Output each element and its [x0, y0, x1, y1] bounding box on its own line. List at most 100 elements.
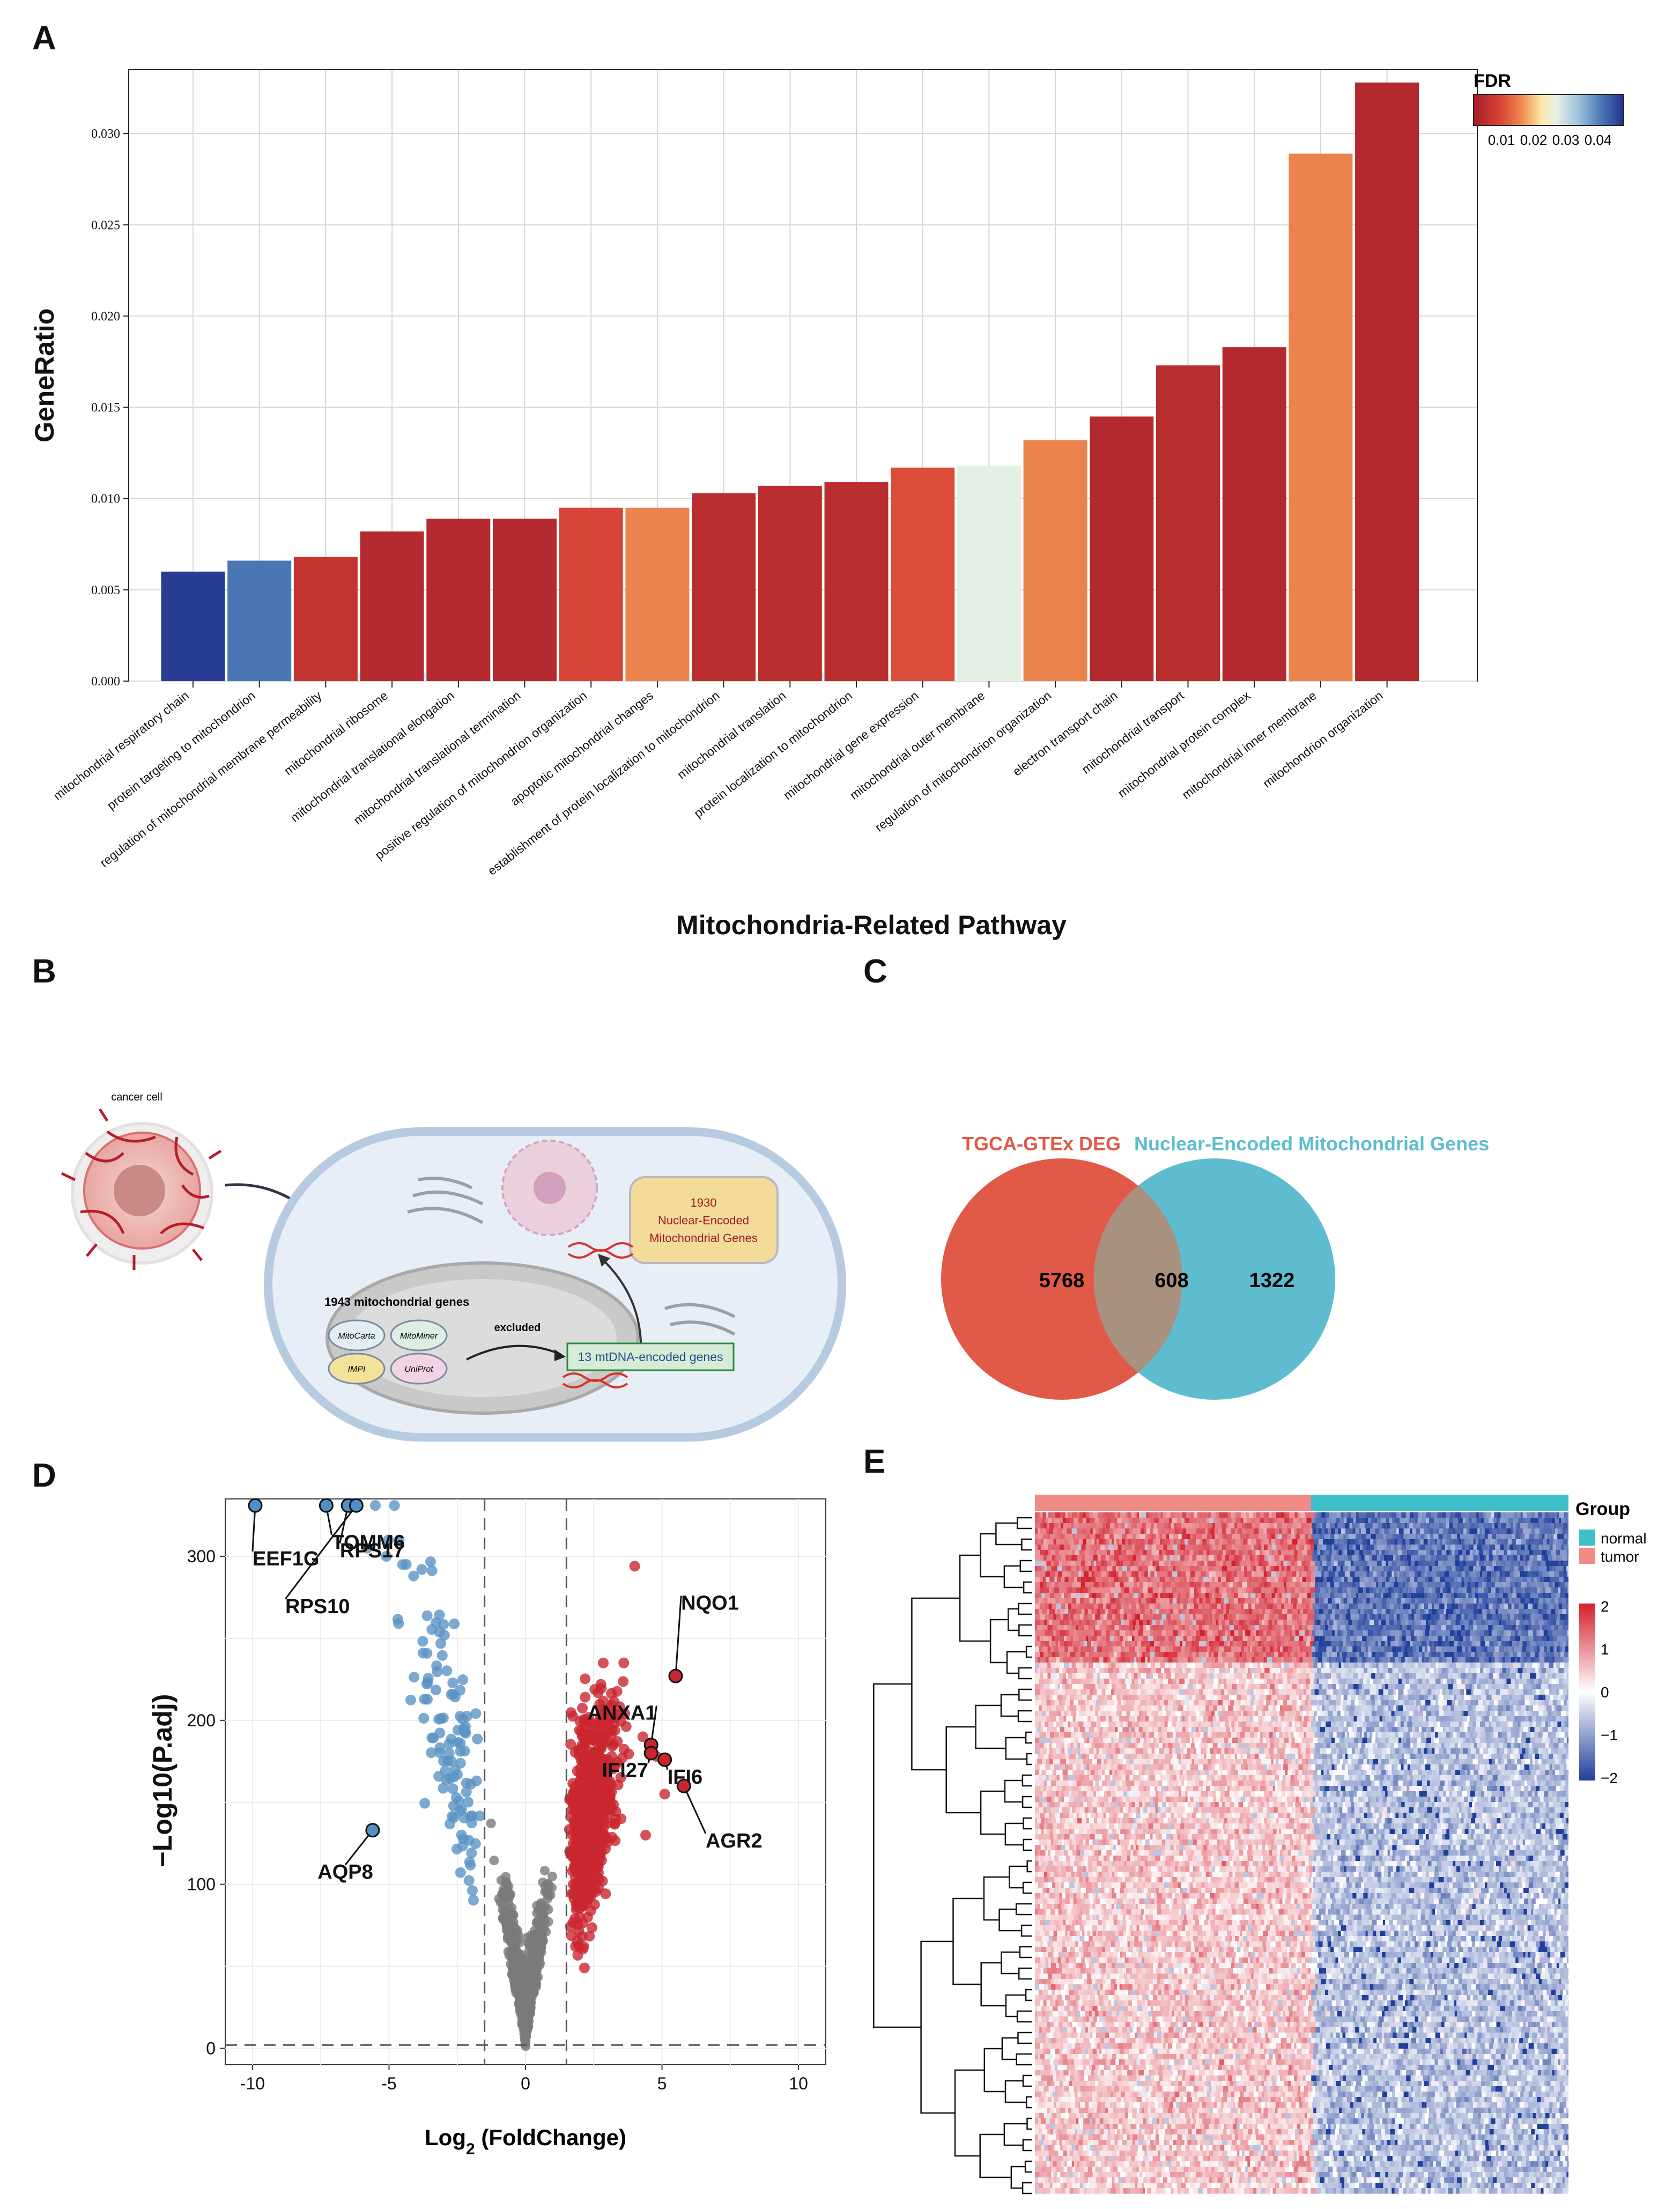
heatmap-cell — [1478, 1550, 1484, 1556]
heatmap-cell — [1553, 1534, 1558, 1540]
heatmap-cell — [1335, 1550, 1339, 1556]
heatmap-cell — [1520, 1512, 1523, 1518]
heatmap-cell — [1181, 1523, 1187, 1529]
heatmap-cell — [1290, 1587, 1296, 1593]
heatmap-cell — [1208, 1555, 1214, 1561]
heatmap-cell — [1112, 1614, 1116, 1620]
heatmap-cell — [1262, 1561, 1265, 1567]
heatmap-cell — [1388, 1614, 1394, 1620]
dendrogram-branch — [1001, 1951, 1020, 1975]
heatmap-cell — [1274, 1566, 1279, 1572]
heatmap-cell — [1170, 1512, 1174, 1518]
heatmap-cell — [1355, 1582, 1360, 1588]
heatmap-cell — [1567, 1571, 1568, 1577]
workflow-diagram: cancer cell 1930 Nuclear-Encoded Mitocho… — [61, 1091, 846, 1442]
heatmap-cell — [1422, 1512, 1426, 1518]
heatmap-cell — [1476, 1577, 1481, 1583]
heatmap-cell — [1043, 1620, 1047, 1626]
heatmap-cell — [1151, 1534, 1156, 1540]
heatmap-cell — [1492, 1528, 1497, 1534]
heatmap-cell — [1317, 1550, 1321, 1556]
heatmap-cell — [1507, 1545, 1509, 1550]
heatmap-cell — [1197, 1518, 1202, 1524]
heatmap-cell — [1159, 1609, 1164, 1615]
heatmap-cell — [1563, 1539, 1568, 1545]
heatmap-cell — [1494, 1512, 1498, 1518]
volcano-point — [583, 1765, 594, 1776]
heatmap-cell — [1344, 1523, 1350, 1529]
heatmap-cell — [1555, 1577, 1560, 1583]
heatmap-cell — [1331, 1604, 1337, 1609]
heatmap-cell — [1255, 1561, 1259, 1567]
heatmap-cell — [1283, 1577, 1287, 1583]
heatmap-cell — [1487, 1561, 1493, 1567]
heatmap-cell — [1280, 1582, 1284, 1588]
heatmap-cell — [1556, 1604, 1559, 1609]
heatmap-cell — [1354, 1550, 1359, 1556]
heatmap-cell — [1051, 1566, 1055, 1572]
heatmap-cell — [1098, 1512, 1103, 1518]
heatmap-cell — [1270, 1587, 1275, 1593]
heatmap-cell — [1136, 1528, 1141, 1534]
heatmap-cell — [1174, 1528, 1180, 1534]
heatmap-cell — [1066, 1518, 1071, 1524]
bar — [1222, 347, 1286, 681]
heatmap-cell — [1483, 1512, 1486, 1518]
heatmap-cell — [1370, 1545, 1374, 1550]
heatmap-cell — [1176, 1523, 1181, 1529]
heatmap-cell — [1069, 1539, 1074, 1545]
heatmap-cell — [1363, 1518, 1368, 1524]
volcano-x-axis-title: Log2 (FoldChange) — [425, 2125, 626, 2158]
heatmap-cell — [1150, 1571, 1154, 1577]
heatmap-cell — [1275, 1539, 1281, 1545]
heatmap-cell — [1081, 1625, 1084, 1631]
heatmap-cell — [1277, 1582, 1281, 1588]
heatmap-cell — [1196, 1598, 1200, 1604]
heatmap-cell — [1262, 1523, 1267, 1529]
heatmap-cell — [1409, 1582, 1412, 1588]
heatmap-cell — [1060, 1512, 1063, 1518]
heatmap-cell — [1377, 1518, 1381, 1524]
heatmap-cell — [1242, 1582, 1247, 1588]
heatmap-cell — [1434, 1518, 1438, 1524]
heatmap-cell — [1366, 1587, 1370, 1593]
heatmap-cell — [1186, 1577, 1189, 1583]
heatmap-cell — [1249, 1620, 1253, 1626]
heatmap-cell — [1328, 1571, 1331, 1577]
heatmap-cell — [1219, 1593, 1222, 1599]
heatmap-cell — [1530, 1593, 1534, 1599]
heatmap-cell — [1040, 1620, 1044, 1626]
heatmap-cell — [1457, 1577, 1462, 1583]
heatmap-cell — [1472, 1593, 1475, 1599]
heatmap-cell — [1390, 1625, 1395, 1631]
heatmap-cell — [1240, 1518, 1244, 1524]
heatmap-cell — [1291, 1561, 1296, 1567]
heatmap-cell — [1325, 1587, 1329, 1593]
heatmap-cell — [1550, 1523, 1554, 1529]
heatmap-cell — [1194, 1587, 1197, 1593]
heatmap-cell — [1314, 1539, 1319, 1545]
heatmap-cell — [1351, 1512, 1356, 1518]
volcano-point — [577, 1805, 588, 1816]
heatmap-cell — [1492, 1614, 1497, 1620]
heatmap-cell — [1089, 1566, 1092, 1572]
heatmap-cell — [1374, 1545, 1377, 1550]
heatmap-cell — [1321, 1528, 1324, 1534]
heatmap-cell — [1252, 1609, 1255, 1615]
heatmap-cell — [1144, 1539, 1148, 1545]
heatmap-cell — [1397, 1523, 1401, 1529]
heatmap-cell — [1077, 1528, 1082, 1534]
heatmap-cell — [1484, 1587, 1489, 1593]
heatmap-cell — [1079, 1604, 1085, 1609]
heatmap-cell — [1335, 1528, 1338, 1534]
heatmap-cell — [1113, 1534, 1119, 1540]
heatmap-cell — [1226, 1577, 1231, 1583]
heatmap-cell — [1070, 1614, 1074, 1620]
volcano-point — [571, 1901, 582, 1912]
heatmap-cell — [1185, 1593, 1190, 1599]
heatmap-cell — [1520, 1523, 1523, 1529]
heatmap-cell — [1440, 1577, 1445, 1583]
heatmap-cell — [1299, 1593, 1304, 1599]
heatmap-cell — [1434, 1512, 1438, 1518]
heatmap-cell — [1194, 1604, 1199, 1609]
